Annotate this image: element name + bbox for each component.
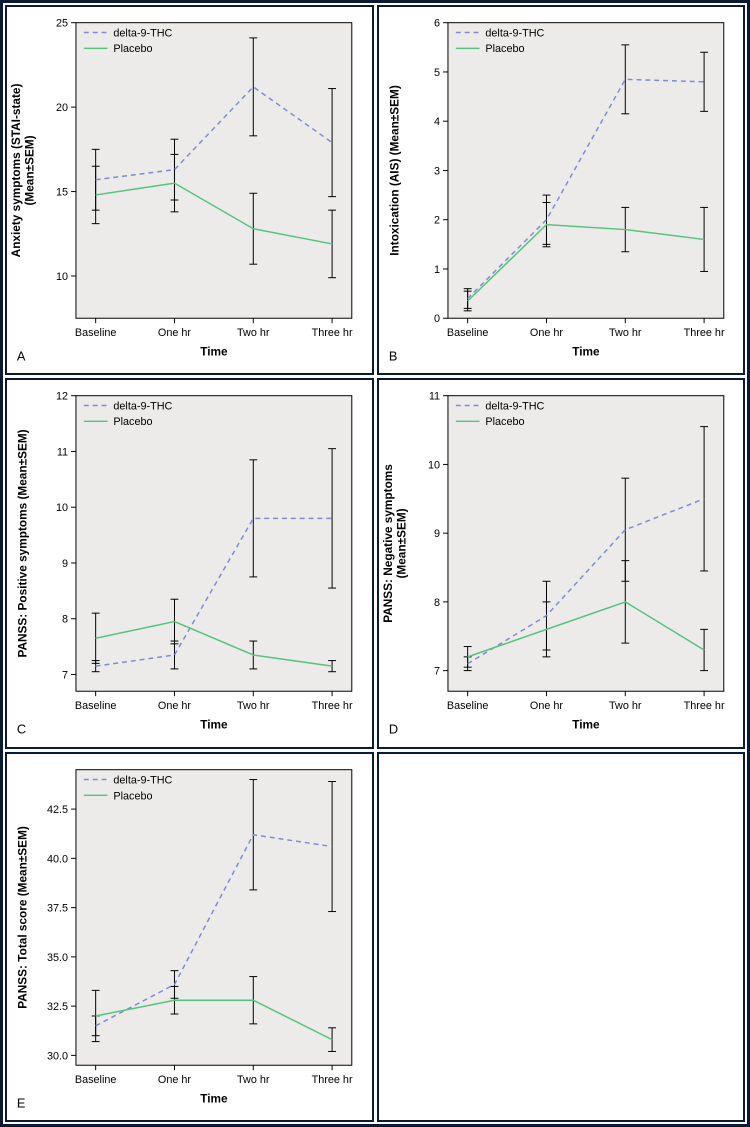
y-tick-label: 25 (56, 18, 68, 30)
x-tick-label: One hr (158, 327, 191, 339)
panel-letter: D (388, 722, 397, 737)
y-tick-label: 11 (428, 391, 439, 403)
y-tick-label: 37.5 (47, 902, 68, 914)
y-tick-label: 3 (434, 165, 440, 177)
panel-E: 30.0 32.5 35.0 37.5 40.0 42.5 Baseline One hr Tw… (5, 752, 374, 1122)
x-tick-label: One hr (529, 700, 562, 712)
x-tick-label: Three hr (683, 700, 724, 712)
x-tick-label: Baseline (75, 1074, 117, 1086)
legend-thc-label: delta-9-THC (113, 27, 172, 39)
legend-thc-label: delta-9-THC (485, 27, 544, 39)
y-tick-label: 2 (434, 215, 440, 227)
x-tick-label: Three hr (312, 1074, 353, 1086)
y-tick-label: 1 (434, 264, 440, 276)
legend-placebo-label: Placebo (113, 790, 152, 802)
y-tick-label: 5 (434, 67, 440, 79)
panel-letter: C (17, 722, 26, 737)
x-tick-label: Three hr (312, 700, 353, 712)
x-tick-label: Baseline (75, 327, 117, 339)
x-axis-label: Time (200, 718, 228, 732)
x-axis-label: Time (572, 718, 600, 732)
y-tick-label: 8 (434, 597, 440, 609)
panel-letter: A (17, 349, 26, 364)
y-tick-label: 12 (56, 391, 68, 403)
legend-placebo-label: Placebo (113, 43, 152, 55)
y-tick-label: 7 (434, 666, 440, 678)
y-tick-label: 9 (62, 558, 68, 570)
y-tick-label: 32.5 (47, 1001, 68, 1013)
x-tick-label: Two hr (609, 700, 642, 712)
x-axis-label: Time (572, 345, 600, 359)
x-tick-label: Three hr (312, 327, 353, 339)
y-axis-label: PANSS: Positive symptoms (Mean±SEM) (16, 430, 30, 658)
y-axis-label: Intoxication (AIS) (Mean±SEM) (387, 85, 401, 256)
legend-thc-label: delta-9-THC (113, 774, 172, 786)
y-tick-label: 42.5 (47, 804, 68, 816)
y-tick-label: 11 (57, 447, 68, 459)
y-tick-label: 35.0 (47, 951, 68, 963)
panel-D: 7 8 9 10 11 Baseline One hr Two hr Three hr Time P… (377, 378, 746, 748)
y-axis-label: PANSS: Total score (Mean±SEM) (16, 826, 30, 1009)
y-tick-label: 8 (62, 614, 68, 626)
y-tick-label: 0 (434, 313, 440, 325)
x-tick-label: Two hr (237, 1074, 270, 1086)
x-tick-label: One hr (158, 700, 191, 712)
legend-placebo-label: Placebo (485, 43, 524, 55)
legend-thc-label: delta-9-THC (113, 401, 172, 413)
x-axis-label: Time (200, 345, 228, 359)
x-tick-label: Two hr (609, 327, 642, 339)
x-tick-label: Two hr (237, 700, 270, 712)
y-tick-label: 30.0 (47, 1050, 68, 1062)
y-tick-label: 9 (434, 528, 440, 540)
legend-placebo-label: Placebo (113, 417, 152, 429)
x-tick-label: Baseline (75, 700, 117, 712)
legend-thc-label: delta-9-THC (485, 401, 544, 413)
panel-letter: B (388, 349, 397, 364)
panel-blank (377, 752, 746, 1122)
x-tick-label: Baseline (446, 700, 488, 712)
panel-B: 0 1 2 3 4 5 6 Baseline One hr Two hr Three hr Time I… (377, 5, 746, 375)
x-axis-label: Time (200, 1091, 228, 1105)
x-tick-label: One hr (529, 327, 562, 339)
y-tick-label: 15 (56, 187, 68, 199)
y-tick-label: 7 (62, 670, 68, 682)
panel-C: 7 8 9 10 11 12 Baseline One hr Two hr Three hr Tim… (5, 378, 374, 748)
x-tick-label: One hr (158, 1074, 191, 1086)
panel-letter: E (17, 1095, 26, 1110)
x-tick-label: Baseline (446, 327, 488, 339)
y-tick-label: 10 (56, 502, 68, 514)
x-tick-label: Two hr (237, 327, 270, 339)
legend-placebo-label: Placebo (485, 417, 524, 429)
y-tick-label: 20 (56, 102, 68, 114)
y-tick-label: 10 (56, 271, 68, 283)
y-axis-label: Anxiety symptoms (STAI-state)(Mean±SEM) (9, 84, 37, 258)
x-tick-label: Three hr (683, 327, 724, 339)
y-tick-label: 10 (428, 460, 440, 472)
y-tick-label: 4 (434, 116, 440, 128)
panel-A: 10 15 20 25 Baseline One hr Two hr Three hr Time… (5, 5, 374, 375)
y-tick-label: 40.0 (47, 853, 68, 865)
y-tick-label: 6 (434, 18, 440, 30)
y-axis-label: PANSS: Negative symptoms(Mean±SEM) (380, 464, 408, 623)
figure-container: 10152025BaselineOne hrTwo hrThree hrTime… (0, 0, 750, 1127)
